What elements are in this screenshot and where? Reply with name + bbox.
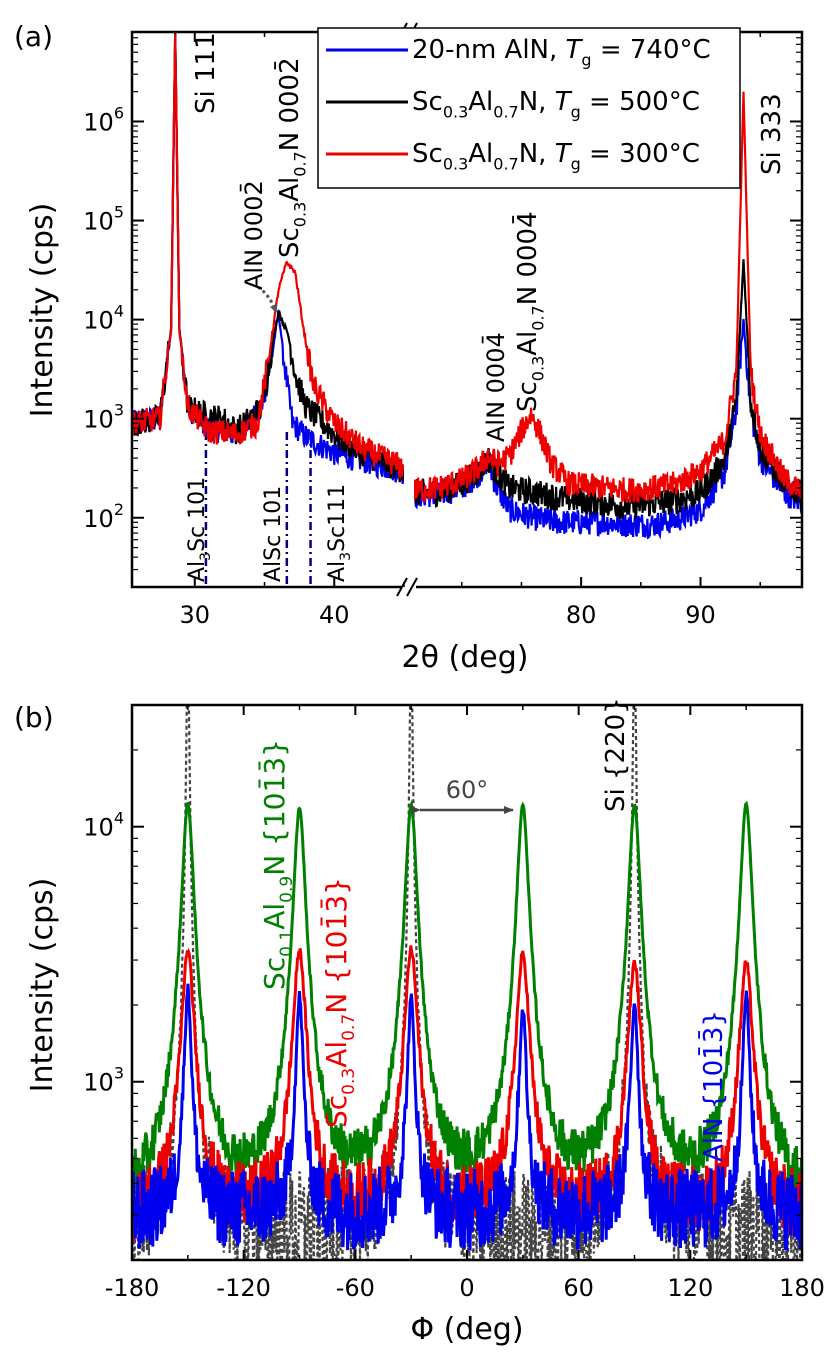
x-tick-label: 80 — [566, 601, 597, 629]
annotation-b-1: Sc0.3Al0.7N {101̄3̄} — [319, 877, 359, 1128]
annotation-b-2: Si {220} — [601, 697, 631, 812]
annotation-a-1: AlN 0002̄ — [239, 180, 268, 290]
legend-label-0: 20-nm AlN, Tg = 740°C — [412, 35, 711, 69]
annotation-a-2: Sc0.3Al0.7N 0002̄ — [273, 57, 309, 258]
panel-a-arrow-aln — [257, 285, 278, 313]
annotation-b-0: Sc0.1Al0.9N {101̄3̄} — [257, 739, 297, 990]
panel-a-ylabel: Intensity (cps) — [25, 203, 60, 418]
panel-a-legend: 20-nm AlN, Tg = 740°C Sc0.3Al0.7N, Tg = 5… — [317, 27, 741, 189]
annotation-a-4: Sc0.3Al0.7N 0004̄ — [511, 211, 547, 412]
phi-x-tick-label: 180 — [779, 1274, 825, 1302]
phi-y-tick-label: 104 — [83, 809, 124, 842]
x-tick-label: 30 — [179, 601, 210, 629]
annotation-a-5: Si 333 — [757, 93, 787, 175]
legend-frame — [317, 27, 741, 189]
series-2 — [132, 34, 802, 504]
annotation-a-8: Al3Sc111 — [325, 484, 354, 582]
annotation-a-3: AlN 0004̄ — [481, 332, 510, 442]
phi-series-2-line — [132, 983, 802, 1251]
panel-b-axes: -180 -120 -60 0 60 120 180 103 104 — [83, 704, 825, 1302]
phi-x-tick-label: -60 — [336, 1274, 375, 1302]
phi-x-tick-label: 0 — [459, 1274, 474, 1302]
series-2-line-segment-1 — [414, 91, 802, 504]
y-tick-label: 102 — [83, 500, 124, 533]
y-tick-label: 105 — [83, 203, 124, 236]
panel-b: (b) Intensity (cps) Φ (deg) -180 -120 -60 0… — [14, 697, 825, 1347]
phi-x-tick-label: -120 — [216, 1274, 270, 1302]
x-tick-label: 90 — [685, 601, 716, 629]
series-2-line-segment-0 — [132, 34, 404, 480]
panel-a-annotations: Si 111 AlN 0002̄ Sc0.3Al0.7N 0002̄ AlN 0004… — [185, 32, 787, 582]
panel-b-xlabel: Φ (deg) — [410, 1312, 523, 1347]
panel-a: (a) Intensity (cps) 2θ (deg) 30 40 80 90 102… — [14, 20, 804, 675]
annotation-b-3: AlN {101̄3̄} — [697, 1010, 729, 1162]
phi-series-0-line — [132, 798, 802, 1204]
x-tick-label: 40 — [319, 601, 350, 629]
legend-label-2: Sc0.3Al0.7N, Tg = 300°C — [412, 139, 700, 173]
annotation-a-6: Al3Sc 101 — [185, 477, 214, 582]
y-tick-label: 104 — [83, 302, 124, 335]
series-1-line-segment-1 — [414, 259, 802, 520]
y-tick-label: 103 — [83, 401, 124, 434]
panel-a-label: (a) — [14, 20, 53, 53]
annotation-a-0: Si 111 — [191, 32, 221, 114]
phi-x-tick-label: 60 — [563, 1274, 594, 1302]
phi-x-tick-label: -180 — [105, 1274, 159, 1302]
y-tick-label: 106 — [83, 103, 124, 136]
panel-a-xlabel: 2θ (deg) — [402, 640, 529, 675]
panel-b-annotations: Sc0.1Al0.9N {101̄3̄} Sc0.3Al0.7N {101̄3̄}… — [257, 697, 729, 1162]
annotation-b-sixty: 60° — [446, 776, 489, 804]
phi-y-tick-label: 103 — [83, 1064, 124, 1097]
panel-b-series — [132, 705, 802, 1260]
phi-x-tick-label: 120 — [667, 1274, 713, 1302]
panel-a-series — [132, 32, 802, 540]
panel-b-label: (b) — [14, 701, 54, 734]
panel-a-reference-lines — [204, 432, 312, 587]
panel-a-axes: 30 40 80 90 102 103 104 105 106 — [83, 31, 802, 629]
legend-label-1: Sc0.3Al0.7N, Tg = 500°C — [412, 87, 700, 121]
panel-b-ylabel: Intensity (cps) — [25, 878, 60, 1093]
annotation-a-7: AlSc 101 — [261, 486, 286, 582]
